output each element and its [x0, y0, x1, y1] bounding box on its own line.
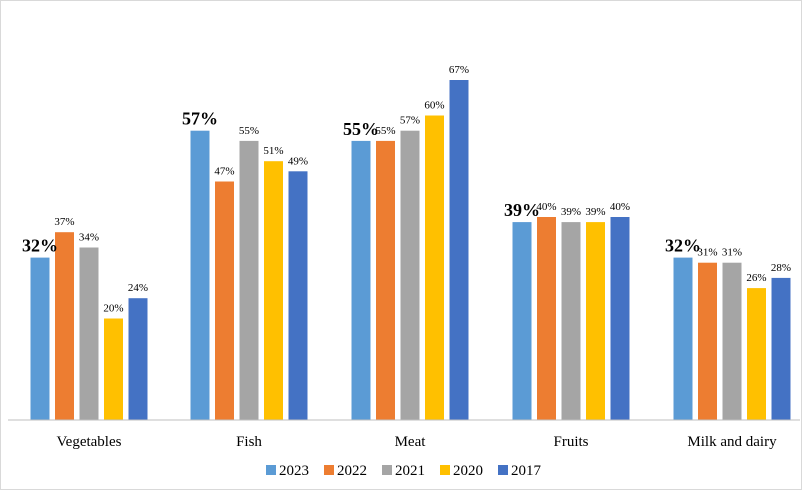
category-label-fish: Fish [236, 434, 262, 450]
bar-fish-2023 [190, 130, 210, 420]
data-label-fish-2020: 51% [263, 145, 283, 157]
bar-milk-and-dairy-2021 [722, 262, 742, 420]
legend-label-2022: 2022 [337, 463, 367, 479]
data-label-milk-and-dairy-2021: 31% [722, 247, 742, 259]
legend-label-2020: 2020 [453, 463, 483, 479]
category-labels-group: Vegetables Fish Meat Fruits Milk and dairy [57, 434, 778, 450]
legend-label-2023: 2023 [279, 463, 309, 479]
bar-meat-2020 [425, 115, 444, 420]
data-label-fish-2023: 57% [182, 109, 218, 129]
data-label-vegetables-2022: 37% [54, 216, 74, 228]
data-label-fruits-2021: 39% [561, 206, 581, 218]
category-label-vegetables: Vegetables [57, 434, 122, 450]
legend-swatch-2021 [382, 465, 392, 475]
category-label-fruits: Fruits [553, 434, 588, 450]
data-label-fish-2021: 55% [239, 125, 259, 137]
legend-swatch-2022 [324, 465, 334, 475]
data-label-fish-2017: 49% [288, 155, 308, 167]
data-label-meat-2020: 60% [424, 100, 444, 112]
data-label-fish-2022: 47% [214, 166, 234, 178]
bar-fruits-2020 [586, 222, 605, 420]
bar-fish-2017 [288, 171, 308, 420]
bar-vegetables-2020 [104, 318, 123, 420]
bar-milk-and-dairy-2020 [747, 288, 766, 420]
data-label-vegetables-2023: 32% [22, 236, 58, 256]
data-label-milk-and-dairy-2022: 31% [697, 247, 717, 259]
bar-vegetables-2022 [55, 232, 74, 420]
legend-swatch-2023 [266, 465, 276, 475]
data-label-milk-and-dairy-2017: 28% [771, 262, 791, 274]
bars-group [30, 80, 791, 420]
bar-milk-and-dairy-2022 [698, 262, 717, 420]
bar-milk-and-dairy-2023 [673, 257, 693, 420]
bar-fish-2022 [215, 181, 234, 420]
legend-swatch-2017 [498, 465, 508, 475]
bar-fruits-2017 [610, 217, 630, 420]
data-label-fruits-2020: 39% [585, 206, 605, 218]
data-label-vegetables-2017: 24% [128, 282, 148, 294]
bar-meat-2023 [351, 140, 371, 420]
bar-milk-and-dairy-2017 [771, 277, 791, 420]
data-label-meat-2017: 67% [449, 64, 469, 76]
data-label-fruits-2022: 40% [536, 201, 556, 213]
data-label-milk-and-dairy-2023: 32% [665, 236, 701, 256]
bar-meat-2021 [400, 130, 420, 420]
bar-fruits-2023 [512, 222, 532, 420]
data-label-vegetables-2020: 20% [103, 303, 123, 315]
data-label-fruits-2017: 40% [610, 201, 630, 213]
legend-swatch-2020 [440, 465, 450, 475]
bar-vegetables-2021 [79, 247, 99, 420]
bar-vegetables-2017 [128, 298, 148, 420]
legend: 2023 2022 2021 2020 2017 [266, 463, 542, 479]
data-label-meat-2023: 55% [343, 119, 379, 139]
data-label-meat-2021: 57% [400, 115, 420, 127]
data-labels-group: 32%37%34%20%24%57%47%55%51%49%55%55%57%6… [22, 64, 791, 315]
legend-label-2021: 2021 [395, 463, 425, 479]
bar-fruits-2021 [561, 222, 581, 420]
legend-label-2017: 2017 [511, 463, 542, 479]
bar-vegetables-2023 [30, 257, 50, 420]
data-label-vegetables-2021: 34% [79, 232, 99, 244]
bar-fruits-2022 [537, 217, 556, 420]
data-label-milk-and-dairy-2020: 26% [746, 272, 766, 284]
data-label-meat-2022: 55% [375, 125, 395, 137]
category-label-milk-and-dairy: Milk and dairy [687, 434, 777, 450]
bar-fish-2021 [239, 140, 259, 420]
bar-meat-2017 [449, 80, 469, 420]
bar-fish-2020 [264, 161, 283, 420]
category-label-meat: Meat [395, 434, 427, 450]
data-label-fruits-2023: 39% [504, 200, 540, 220]
bar-meat-2022 [376, 140, 395, 420]
